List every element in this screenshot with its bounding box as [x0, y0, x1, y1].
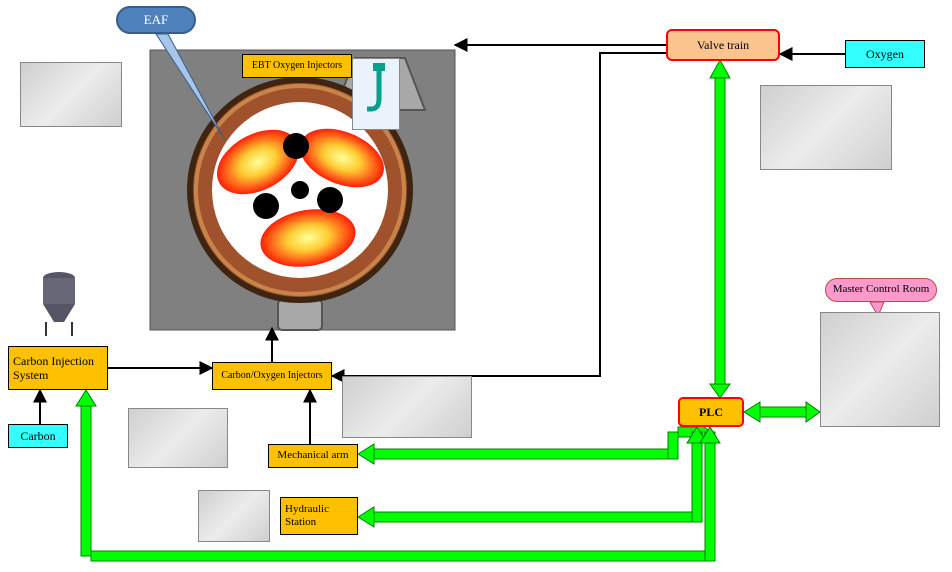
electrode: [283, 133, 309, 159]
electrode: [253, 193, 279, 219]
eaf-callout: EAF: [116, 6, 196, 34]
mechanical-arm-box: Mechanical arm: [268, 444, 358, 468]
hydraulic-photo: [198, 490, 270, 542]
eaf-photo: [20, 62, 122, 127]
mechanical-arm-photo: [128, 408, 228, 468]
eaf-label: EAF: [144, 12, 169, 28]
pipes-photo: [342, 376, 472, 438]
arc-zone-3: [256, 202, 360, 274]
furnace-panel: [150, 50, 455, 330]
hydraulic-station-label: Hydraulic Station: [285, 503, 353, 529]
master-control-callout: Master Control Room: [825, 278, 937, 302]
master-control-label: Master Control Room: [833, 283, 930, 296]
plc-box: PLC: [678, 397, 744, 427]
valve-train-label: Valve train: [697, 38, 749, 52]
valve-train-box: Valve train: [666, 29, 780, 61]
oxygen-label: Oxygen: [866, 47, 904, 61]
ebt-label: EBT Oxygen Injectors: [252, 60, 342, 72]
console-photo: [820, 312, 940, 427]
ebt-box: EBT Oxygen Injectors: [242, 54, 352, 78]
electrode-center: [291, 181, 309, 199]
furnace-tab-bottom: [278, 300, 322, 330]
eaf-callout-pointer: [156, 34, 225, 140]
electrode: [317, 187, 343, 213]
valve-train-photo: [760, 85, 892, 170]
plc-label: PLC: [699, 405, 723, 419]
hydraulic-station-box: Hydraulic Station: [280, 497, 358, 535]
ebt-injector-photo: [352, 58, 400, 130]
carbon-injection-label: Carbon Injection System: [13, 354, 103, 383]
mechanical-arm-label: Mechanical arm: [277, 449, 348, 462]
carbon-injection-box: Carbon Injection System: [8, 346, 108, 390]
carbon-oxygen-injectors-label: Carbon/Oxygen Injectors: [221, 370, 322, 382]
silo-photo: [34, 268, 84, 338]
green-arrows: [76, 60, 820, 561]
carbon-box: Carbon: [8, 424, 68, 448]
carbon-label: Carbon: [20, 429, 55, 443]
arc-zone-1: [206, 117, 310, 208]
carbon-oxygen-injectors-box: Carbon/Oxygen Injectors: [212, 362, 332, 390]
oxygen-box: Oxygen: [845, 40, 925, 68]
